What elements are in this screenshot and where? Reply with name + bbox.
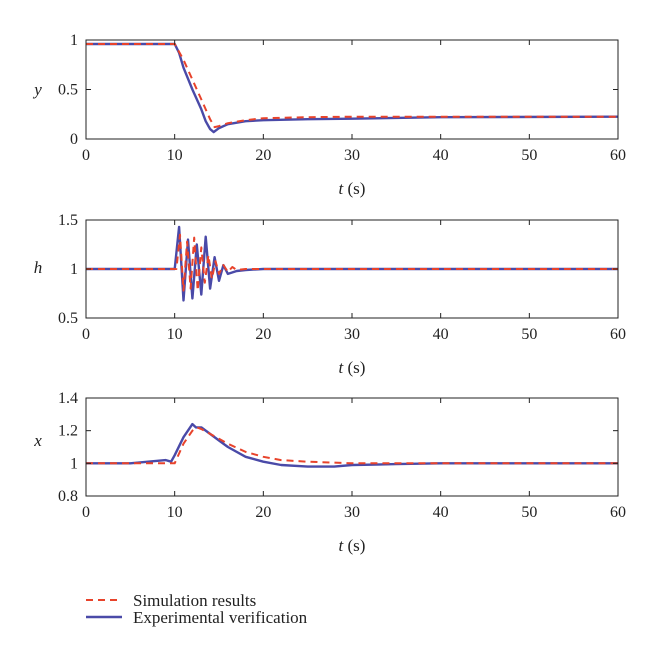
x-tick-label: 20 [255, 326, 271, 343]
x-tick-label: 50 [521, 326, 537, 343]
y-axis-label: x [33, 431, 42, 450]
y-tick-label: 1.4 [58, 390, 78, 407]
x-axis-symbol: t [339, 536, 345, 555]
x-tick-label: 0 [82, 147, 90, 164]
y-tick-label: 0 [70, 131, 78, 148]
x-axis-unit: (s) [343, 358, 365, 377]
x-tick-label: 60 [610, 504, 626, 521]
x-axis-unit: (s) [343, 179, 365, 198]
x-tick-label: 40 [433, 326, 449, 343]
x-axis-symbol: t [339, 358, 345, 377]
series-line-simulation [86, 43, 618, 129]
legend-label-experimental: Experimental verification [133, 608, 308, 627]
y-tick-label: 0.8 [58, 488, 78, 505]
series-line-experimental [86, 422, 618, 468]
y-tick-label: 1.2 [58, 423, 78, 440]
series-line-experimental [86, 42, 619, 134]
x-axis-label: t (s) [339, 358, 366, 377]
y-tick-label: 1 [70, 455, 78, 472]
axes-frame [85, 39, 619, 140]
x-tick-label: 0 [82, 326, 90, 343]
series-line-simulation [86, 233, 618, 292]
y-tick-label: 0.5 [58, 310, 78, 327]
x-tick-label: 0 [82, 504, 90, 521]
x-tick-label: 10 [167, 504, 183, 521]
x-tick-label: 60 [610, 326, 626, 343]
y-tick-label: 0.5 [58, 82, 78, 99]
x-tick-label: 30 [344, 326, 360, 343]
legend: Simulation results Experimental verifica… [86, 591, 308, 627]
x-axis-symbol: t [339, 179, 345, 198]
series-line-simulation [86, 426, 618, 465]
x-tick-label: 30 [344, 147, 360, 164]
subplot-x: 0 10 20 30 40 50 60 0.8 1 1.2 1.4 x t (s) [33, 390, 626, 555]
x-tick-label: 60 [610, 147, 626, 164]
x-axis-label: t (s) [339, 536, 366, 555]
y-axis-label: h [34, 258, 43, 277]
x-tick-label: 10 [167, 147, 183, 164]
x-tick-label: 30 [344, 504, 360, 521]
y-tick-label: 1 [70, 32, 78, 49]
y-tick-label: 1 [70, 261, 78, 278]
series-line-experimental [86, 225, 618, 302]
x-axis-label: t (s) [339, 179, 366, 198]
x-tick-label: 20 [255, 504, 271, 521]
x-tick-label: 20 [255, 147, 271, 164]
x-tick-label: 50 [521, 504, 537, 521]
x-tick-label: 10 [167, 326, 183, 343]
y-axis-label: y [32, 80, 42, 99]
x-tick-label: 50 [521, 147, 537, 164]
x-tick-label: 40 [433, 504, 449, 521]
x-axis-unit: (s) [343, 536, 365, 555]
axes-frame [85, 397, 619, 497]
subplot-y: 0 10 20 30 40 50 60 0 0.5 1 y t (s) [32, 32, 626, 198]
y-tick-label: 1.5 [58, 212, 78, 229]
x-tick-label: 40 [433, 147, 449, 164]
legend-label-simulation: Simulation results [133, 591, 256, 610]
subplot-h: 0 10 20 30 40 50 60 0.5 1 1.5 h t (s) [34, 212, 626, 377]
